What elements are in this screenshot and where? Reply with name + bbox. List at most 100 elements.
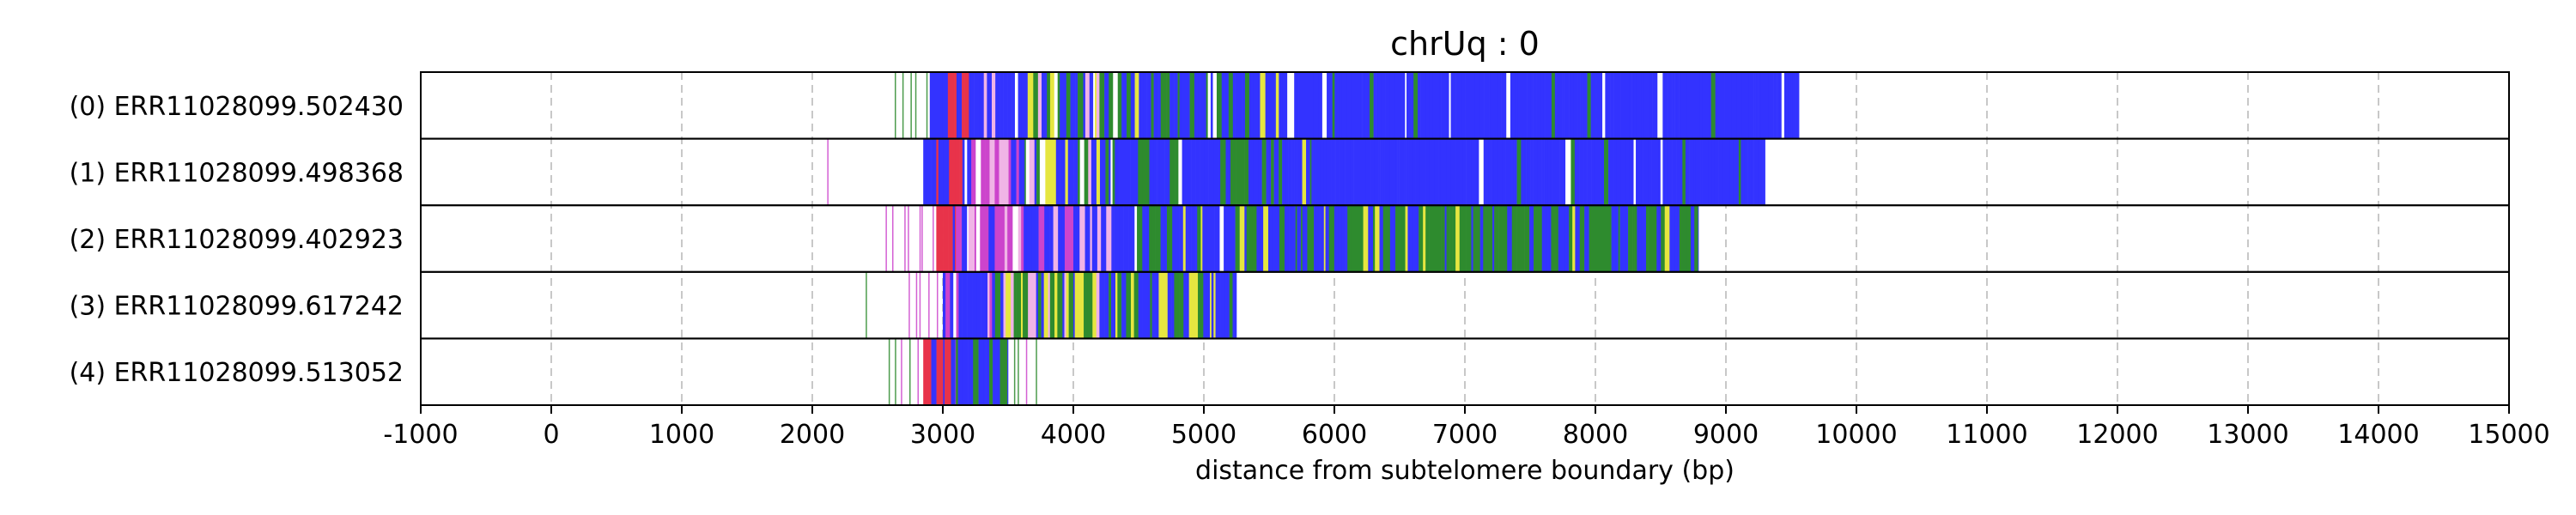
read-segment <box>1596 72 1603 139</box>
read-segment <box>1105 138 1109 206</box>
read-segment <box>1005 338 1008 405</box>
read-segment <box>1575 205 1581 272</box>
read-segment <box>1012 72 1016 139</box>
read-segment <box>1239 205 1245 272</box>
read-segment <box>1591 138 1595 206</box>
read-segment <box>1185 205 1188 272</box>
read-segment <box>1450 138 1455 206</box>
read-segment <box>1191 138 1196 206</box>
read-segment <box>1648 205 1654 272</box>
read-segment <box>1731 72 1737 139</box>
read-segment <box>1763 138 1765 206</box>
read-segment <box>1546 138 1549 206</box>
read-segment <box>1664 205 1670 272</box>
read-segment <box>1629 72 1632 139</box>
read-segment <box>1335 138 1340 206</box>
read-segment <box>936 338 941 405</box>
read-segment <box>1039 138 1046 206</box>
read-segment <box>1260 205 1264 272</box>
read-segment <box>1203 271 1207 339</box>
read-segment <box>983 338 987 405</box>
read-segment <box>1000 271 1004 339</box>
read-segment <box>1557 138 1560 206</box>
read-segment <box>1396 72 1401 139</box>
read-segment <box>1544 138 1547 206</box>
read-segment <box>1077 72 1084 139</box>
read-segment <box>1084 138 1089 206</box>
read-segment <box>1239 72 1242 139</box>
read-segment <box>1096 271 1100 339</box>
read-segment <box>1036 338 1037 405</box>
read-segment <box>968 205 972 272</box>
read-segment <box>1174 271 1180 339</box>
read-segment <box>1571 138 1576 206</box>
read-segment <box>1042 205 1045 272</box>
read-segment <box>1142 138 1145 206</box>
read-segment <box>931 138 934 206</box>
read-segment <box>919 205 921 272</box>
read-segment <box>1607 205 1612 272</box>
read-segment <box>1471 138 1478 206</box>
read-segment <box>949 72 955 139</box>
read-segment <box>1248 138 1255 206</box>
read-segment <box>1229 271 1233 339</box>
read-segment <box>1044 205 1050 272</box>
read-segment <box>1719 72 1725 139</box>
read-segment <box>1781 72 1785 139</box>
read-segment <box>1298 205 1302 272</box>
read-segment <box>1139 72 1144 139</box>
read-segment <box>1134 205 1138 272</box>
read-segment <box>1018 72 1022 139</box>
read-segment <box>976 271 981 339</box>
read-segment <box>1099 271 1105 339</box>
read-segment <box>1439 72 1442 139</box>
read-segment <box>919 271 921 339</box>
read-segment <box>1605 72 1608 139</box>
read-segment <box>1121 205 1124 272</box>
read-segment <box>1466 138 1473 206</box>
read-segment <box>1429 205 1433 272</box>
read-segment <box>1327 72 1331 139</box>
read-segment <box>1309 72 1314 139</box>
read-segment <box>1097 205 1102 272</box>
read-segment <box>1698 72 1701 139</box>
read-segment <box>1106 271 1109 339</box>
x-axis: -1000 0 1000 2000 3000 4000 5000 6000 7000 8000 90… <box>383 405 2550 450</box>
read-segment <box>988 205 993 272</box>
read-segment <box>1267 138 1272 206</box>
read-segment <box>994 205 999 272</box>
read-segment <box>1484 72 1490 139</box>
read-segment <box>1389 205 1396 272</box>
read-segment <box>1502 138 1506 206</box>
read-segment <box>1536 72 1541 139</box>
read-segment <box>1511 205 1517 272</box>
read-segment <box>1419 205 1424 272</box>
read-segment <box>999 205 1003 272</box>
read-segment <box>1145 205 1148 272</box>
read-segment <box>983 72 987 139</box>
read-segment <box>1550 138 1552 206</box>
read-segment <box>986 338 990 405</box>
read-segment <box>975 138 981 206</box>
read-segment <box>936 138 939 206</box>
read-segment <box>1216 72 1220 139</box>
read-segment <box>1351 72 1357 139</box>
read-segment <box>1633 72 1637 139</box>
read-segment <box>1244 205 1248 272</box>
read-segment <box>1488 138 1492 206</box>
read-segment <box>1211 205 1215 272</box>
read-segment <box>1133 138 1139 206</box>
read-segment <box>1326 138 1332 206</box>
read-segment <box>1252 205 1257 272</box>
read-segment <box>1715 72 1721 139</box>
read-segment <box>1320 138 1325 206</box>
read-segment <box>1395 138 1398 206</box>
read-segment <box>1127 138 1131 206</box>
read-segment <box>1419 138 1426 206</box>
read-segment <box>1461 205 1467 272</box>
read-segment <box>1004 205 1008 272</box>
read-segment <box>1507 205 1513 272</box>
read-segment <box>1305 72 1310 139</box>
read-segment <box>1346 72 1352 139</box>
read-segment <box>1358 138 1363 206</box>
